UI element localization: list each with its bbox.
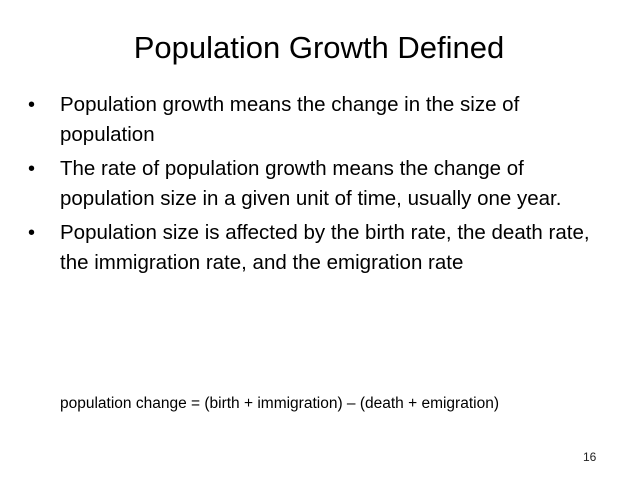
- bullet-list: • Population growth means the change in …: [28, 90, 618, 282]
- bullet-item: • The rate of population growth means th…: [28, 154, 618, 214]
- bullet-item: • Population size is affected by the bir…: [28, 218, 618, 278]
- bullet-text: Population size is affected by the birth…: [60, 221, 590, 274]
- bullet-text: The rate of population growth means the …: [60, 157, 562, 210]
- bullet-text: Population growth means the change in th…: [60, 93, 520, 146]
- bullet-marker: •: [28, 94, 36, 116]
- page-number: 16: [583, 450, 597, 464]
- bullet-marker: •: [28, 222, 36, 244]
- bullet-marker: •: [28, 158, 36, 180]
- slide-title: Population Growth Defined: [133, 30, 505, 65]
- bullet-item: • Population growth means the change in …: [28, 90, 618, 150]
- population-change-formula: population change = (birth + immigration…: [60, 395, 499, 412]
